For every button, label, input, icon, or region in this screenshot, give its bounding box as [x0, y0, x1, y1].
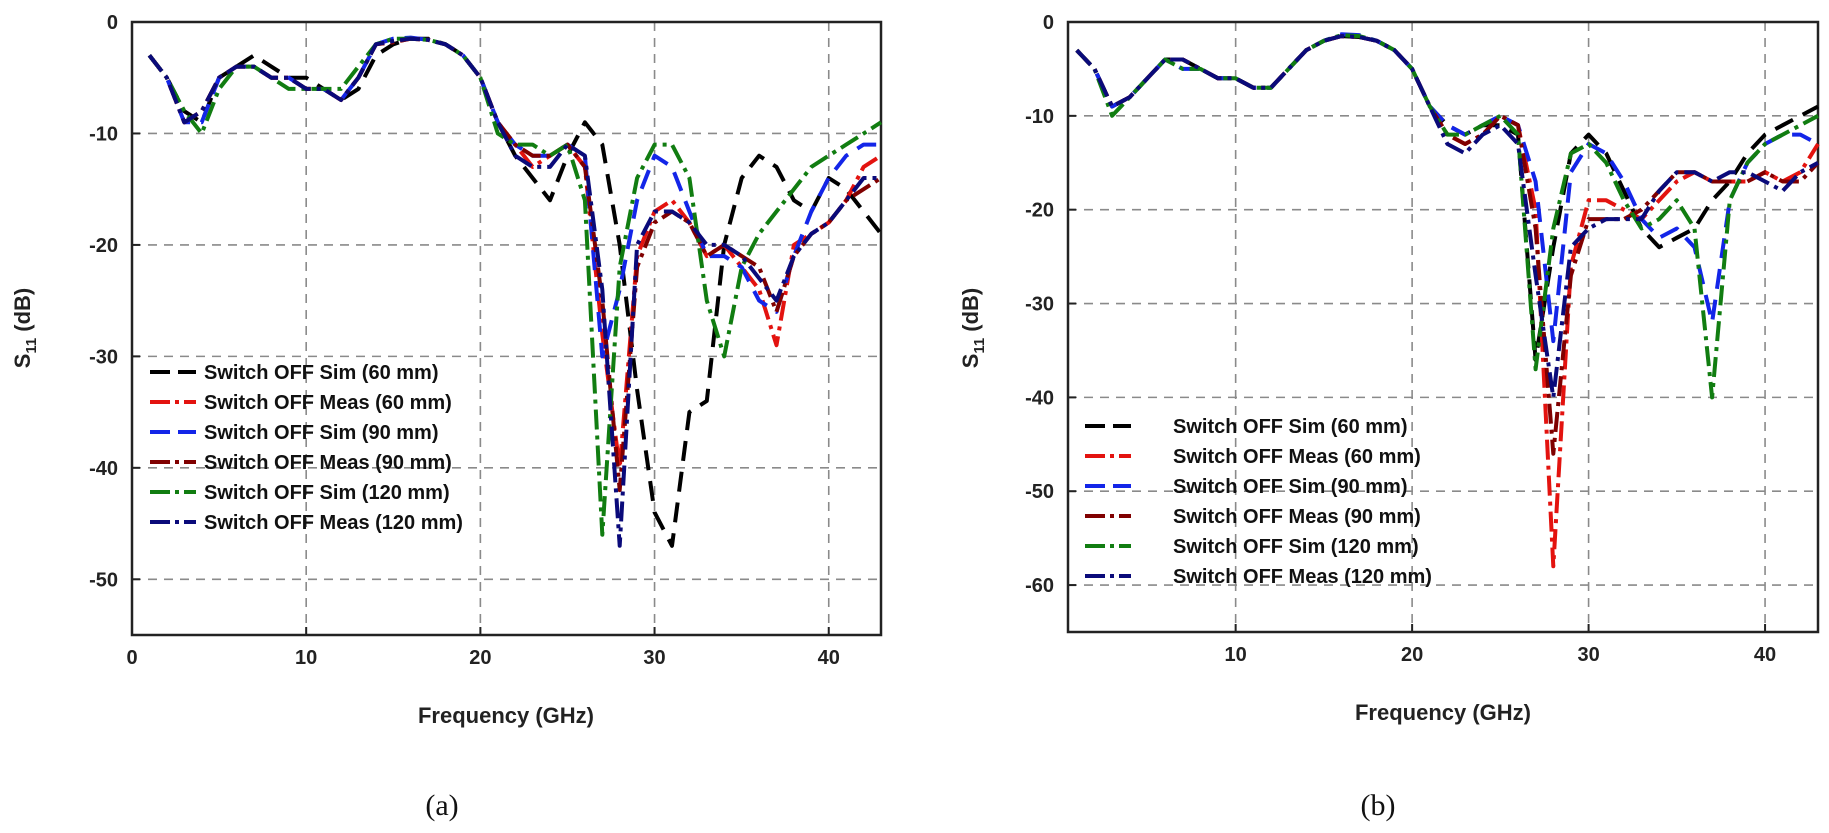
legend-label-a-4: Switch OFF Meas (90 mm) [204, 452, 452, 474]
chart-panel-b: 10 20 30 40 0 -10 -20 -30 -40 -50 -60 Switch OFF S… [958, 12, 1820, 822]
legend-label-b-6: Switch OFF Meas (120 mm) [1173, 566, 1432, 588]
legend-label-a-5: Switch OFF Sim (120 mm) [204, 482, 450, 504]
chart-panel-a: 0 10 20 30 40 0 -10 -20 -30 -40 -50 Switch OFF Sim… [10, 12, 883, 822]
y-tick-label-b: -50 [1025, 481, 1054, 503]
legend-label-a-6: Switch OFF Meas (120 mm) [204, 512, 463, 534]
y-tick-label-a: -20 [89, 235, 118, 257]
legend-label-a-1: Switch OFF Sim (60 mm) [204, 362, 438, 384]
y-axis-label-sub-b: 11 [971, 338, 988, 354]
x-tick-label-b: 10 [1225, 644, 1247, 666]
y-tick-label-a: -40 [89, 458, 118, 480]
series-line-b-4 [1075, 34, 1820, 456]
legend-label-a-3: Switch OFF Sim (90 mm) [204, 422, 438, 444]
y-axis-label-sub-a: 11 [23, 338, 40, 354]
y-axis-label-a: S11 (dB) [10, 288, 40, 369]
grid-a [132, 22, 881, 635]
y-axis-label-unit-a: (dB) [10, 288, 35, 332]
y-tick-label-b: -60 [1025, 575, 1054, 597]
y-tick-label-a: -10 [89, 123, 118, 145]
x-tick-label-b: 20 [1401, 644, 1423, 666]
y-tick-label-b: -20 [1025, 200, 1054, 222]
x-tick-label-a: 0 [126, 647, 137, 669]
x-tick-label-b: 40 [1754, 644, 1776, 666]
tick-labels-a: 0 10 20 30 40 0 -10 -20 -30 -40 -50 [89, 12, 840, 669]
x-axis-label-b: Frequency (GHz) [1355, 700, 1531, 725]
legend-label-a-2: Switch OFF Meas (60 mm) [204, 392, 452, 414]
series-line-a-6 [147, 36, 881, 548]
x-tick-label-a: 20 [469, 647, 491, 669]
grid-b [1068, 22, 1818, 632]
legend-label-b-1: Switch OFF Sim (60 mm) [1173, 416, 1407, 438]
y-tick-label-b: 0 [1043, 12, 1054, 34]
x-tick-label-a: 10 [295, 647, 317, 669]
y-axis-label-b: S11 (dB) [958, 288, 988, 369]
y-tick-label-a: -30 [89, 346, 118, 368]
y-axis-label-main-a: S [10, 354, 35, 369]
y-axis-label-unit-b: (dB) [958, 288, 983, 332]
legend-label-b-4: Switch OFF Meas (90 mm) [1173, 506, 1421, 528]
series-line-b-6 [1075, 34, 1819, 400]
legend-a: Switch OFF Sim (60 mm) Switch OFF Meas (6… [150, 362, 463, 534]
caption-b: (b) [1361, 789, 1396, 822]
x-axis-label-a: Frequency (GHz) [418, 703, 594, 728]
series-line-b-1 [1075, 34, 1819, 362]
x-tick-label-b: 30 [1577, 644, 1599, 666]
y-tick-label-b: -30 [1025, 294, 1054, 316]
y-tick-label-a: 0 [107, 12, 118, 34]
tick-labels-b: 10 20 30 40 0 -10 -20 -30 -40 -50 -60 [1025, 12, 1776, 666]
series-line-a-3 [147, 35, 881, 359]
caption-a: (a) [425, 789, 458, 822]
series-lines-a [147, 35, 883, 548]
plot-frame-a [130, 20, 883, 637]
legend-label-b-5: Switch OFF Sim (120 mm) [1173, 536, 1419, 558]
legend-label-b-3: Switch OFF Sim (90 mm) [1173, 476, 1407, 498]
x-tick-label-a: 40 [818, 647, 840, 669]
legend-b: Switch OFF Sim (60 mm) Switch OFF Meas (6… [1085, 416, 1432, 588]
x-tick-label-a: 30 [643, 647, 665, 669]
y-tick-label-a: -50 [89, 569, 118, 591]
y-tick-label-b: -40 [1025, 387, 1054, 409]
y-tick-label-b: -10 [1025, 106, 1054, 128]
legend-label-b-2: Switch OFF Meas (60 mm) [1173, 446, 1421, 468]
plot-frame-b [1066, 20, 1820, 634]
series-lines-b [1075, 32, 1820, 569]
y-axis-label-main-b: S [958, 354, 983, 369]
series-line-b-5 [1075, 33, 1819, 400]
series-line-b-3 [1075, 32, 1819, 344]
